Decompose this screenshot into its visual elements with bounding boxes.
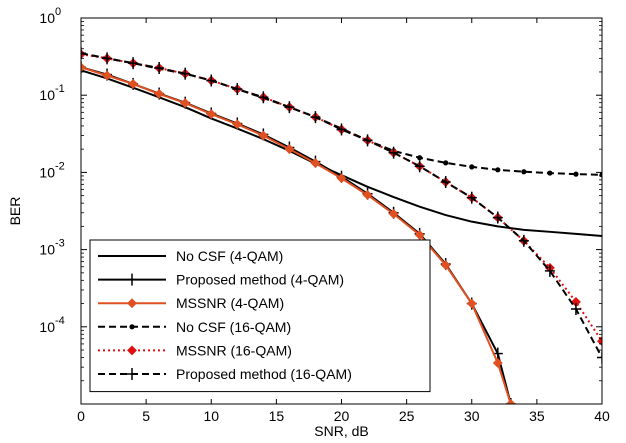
- y-tick-base: 10: [39, 10, 55, 26]
- legend-marker: [129, 324, 135, 330]
- data-point: [466, 298, 477, 309]
- legend-label: Proposed method (16-QAM): [176, 366, 352, 382]
- y-tick-base: 10: [39, 164, 55, 180]
- x-axis-title: SNR, dB: [314, 423, 368, 439]
- y-tick-base: 10: [39, 242, 55, 258]
- data-point: [388, 208, 399, 219]
- data-point: [206, 109, 217, 119]
- data-point: [102, 70, 112, 81]
- series-line: [81, 66, 512, 404]
- legend-label: Proposed method (4-QAM): [176, 272, 344, 288]
- x-tick-label: 20: [334, 408, 350, 424]
- data-point: [505, 399, 516, 404]
- y-tick-exponent: -4: [55, 315, 65, 327]
- data-point: [417, 155, 423, 161]
- legend-label: No CSF (16-QAM): [176, 319, 291, 335]
- y-tick-exponent: -2: [55, 160, 65, 172]
- legend-item: MSSNR (16-QAM): [98, 342, 292, 358]
- data-point: [336, 173, 347, 184]
- data-point: [547, 170, 553, 176]
- x-tick-label: 40: [594, 408, 610, 424]
- series-3: [81, 62, 516, 404]
- data-point: [362, 190, 373, 200]
- series-6: [81, 47, 602, 364]
- data-point: [440, 260, 451, 271]
- data-point: [284, 144, 295, 155]
- legend-marker: [127, 298, 137, 309]
- data-point: [258, 130, 269, 141]
- data-point: [573, 171, 579, 177]
- data-point: [310, 158, 321, 169]
- y-tick-label: 10: [39, 164, 55, 180]
- legend-label: MSSNR (16-QAM): [176, 342, 292, 358]
- x-tick-label: 5: [142, 408, 150, 424]
- legend-box: [89, 239, 431, 393]
- y-tick-label: 10: [39, 242, 55, 258]
- data-point: [495, 167, 501, 173]
- data-point: [443, 160, 449, 166]
- data-point: [414, 229, 425, 240]
- x-tick-label: 0: [77, 408, 85, 424]
- y-tick-base: 10: [39, 319, 55, 335]
- data-point: [521, 169, 527, 175]
- legend-item: Proposed method (16-QAM): [98, 366, 352, 382]
- x-tick-label: 15: [269, 408, 285, 424]
- y-tick-label: 10: [39, 87, 55, 103]
- series-layer: [81, 47, 602, 404]
- data-point: [180, 98, 191, 109]
- data-point: [154, 88, 165, 99]
- data-point: [469, 164, 475, 170]
- y-axis-title: BER: [7, 197, 23, 226]
- y-tick-exponent: -1: [55, 83, 65, 95]
- legend-label: No CSF (4-QAM): [176, 248, 283, 264]
- y-tick-base: 10: [39, 87, 55, 103]
- legend: No CSF (4-QAM) Proposed method (4-QAM) MSS…: [89, 239, 431, 393]
- x-tick-label: 35: [529, 408, 545, 424]
- x-tick-label: 10: [203, 408, 219, 424]
- data-point: [232, 119, 243, 130]
- legend-item: Proposed method (4-QAM): [98, 272, 344, 288]
- data-point: [128, 78, 139, 89]
- x-tick-label: 25: [399, 408, 415, 424]
- y-tick-label: 10: [39, 319, 55, 335]
- legend-item: MSSNR (4-QAM): [98, 295, 284, 311]
- legend-marker: [127, 345, 137, 356]
- y-tick-label: 10: [39, 10, 55, 26]
- legend-item: No CSF (4-QAM): [98, 248, 283, 264]
- data-point: [81, 62, 86, 73]
- data-point: [492, 358, 503, 368]
- series-line: [81, 52, 602, 358]
- legend-label: MSSNR (4-QAM): [176, 295, 284, 311]
- x-tick-label: 30: [464, 408, 480, 424]
- y-tick-exponent: -3: [55, 238, 65, 250]
- legend-item: No CSF (16-QAM): [98, 319, 291, 335]
- y-tick-exponent: 0: [55, 6, 61, 18]
